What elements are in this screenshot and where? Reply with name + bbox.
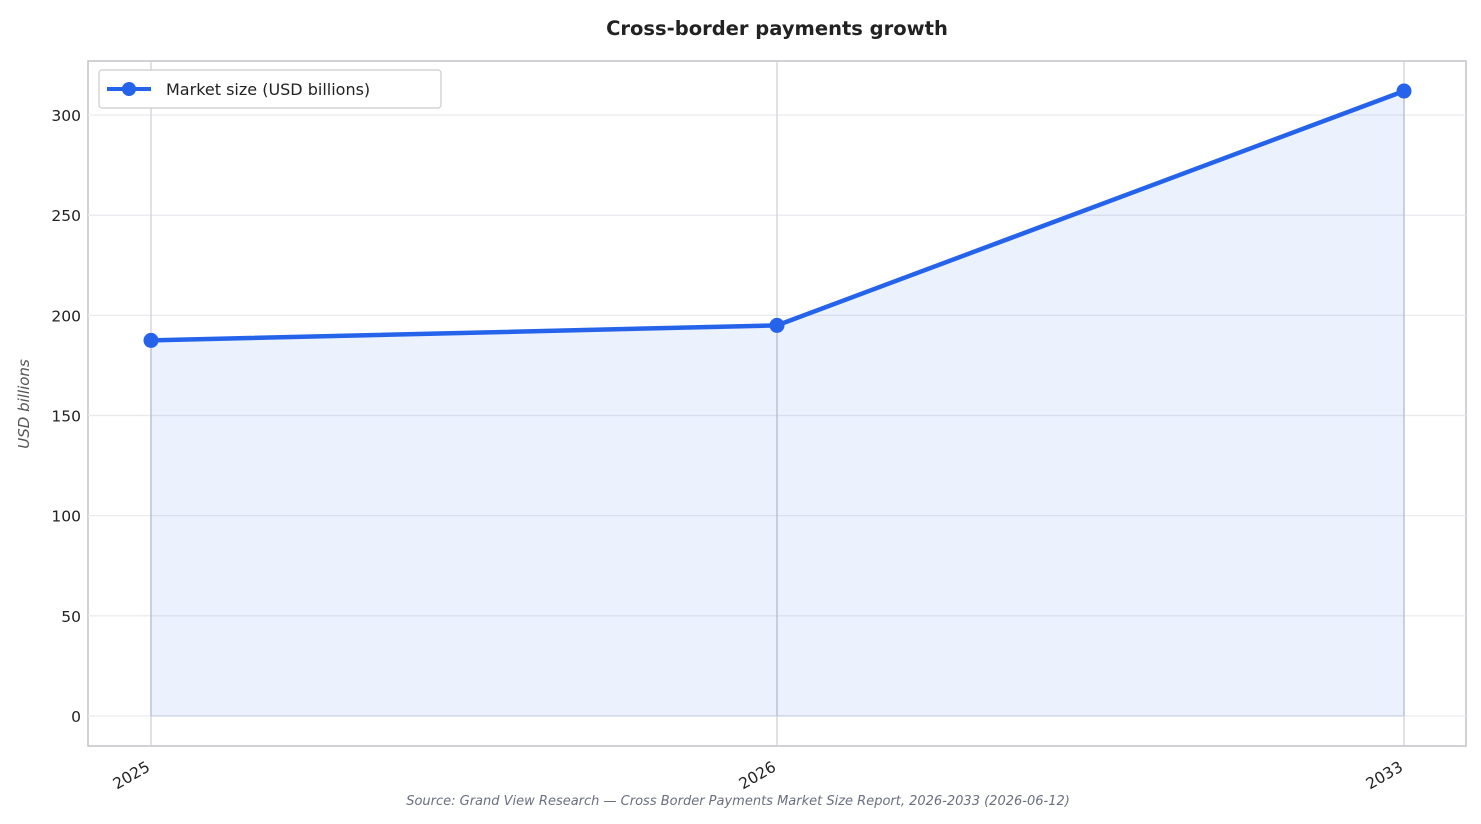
source-note: Source: Grand View Research — Cross Bord… [406, 794, 1070, 809]
y-axis: 0 50 100 150 200 250 300 [51, 107, 81, 726]
area-layer [150, 91, 1405, 717]
y-tick-label: 100 [51, 508, 81, 526]
y-axis-label: USD billions [15, 359, 33, 449]
data-point [1396, 83, 1412, 99]
y-tick-label: 150 [51, 408, 81, 426]
y-tick-label: 200 [51, 307, 81, 325]
x-tick-label: 2025 [110, 758, 153, 793]
legend: Market size (USD billions) [98, 69, 442, 109]
chart-title: Cross-border payments growth [606, 17, 948, 40]
legend-label: Market size (USD billions) [166, 80, 370, 99]
series-layer [143, 83, 1412, 348]
x-tick-label: 2033 [1363, 758, 1406, 793]
legend-marker-swatch [122, 82, 136, 96]
y-tick-label: 250 [51, 207, 81, 225]
x-tick-label: 2026 [736, 758, 779, 793]
y-tick-label: 300 [51, 107, 81, 125]
legend-box [98, 69, 442, 109]
data-point [143, 332, 159, 348]
y-tick-label: 50 [61, 608, 81, 626]
y-tick-label: 0 [71, 708, 81, 726]
x-axis: 2025 2026 2033 [110, 758, 1406, 793]
data-point [769, 317, 785, 333]
